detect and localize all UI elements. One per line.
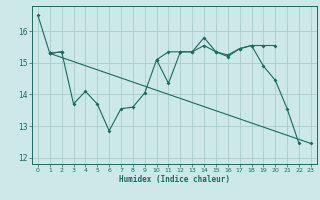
X-axis label: Humidex (Indice chaleur): Humidex (Indice chaleur) [119,175,230,184]
